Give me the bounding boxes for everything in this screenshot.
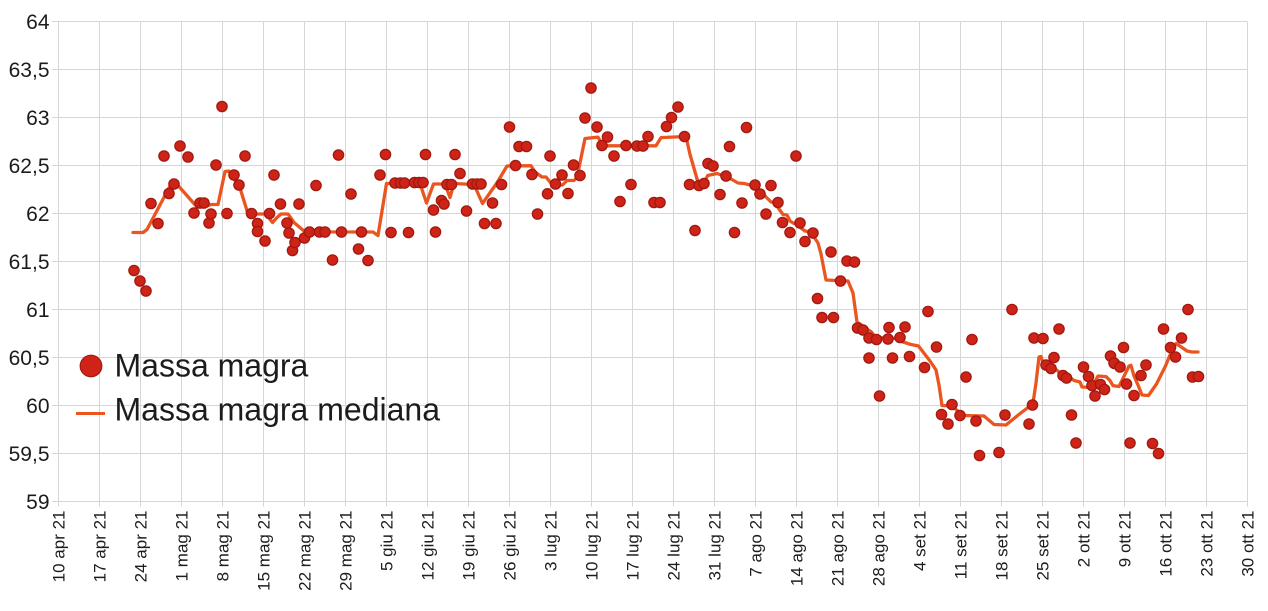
- svg-text:10 apr 21: 10 apr 21: [50, 511, 69, 583]
- svg-text:17 lug 21: 17 lug 21: [624, 511, 643, 581]
- svg-text:24 apr 21: 24 apr 21: [132, 511, 151, 583]
- svg-text:10 lug 21: 10 lug 21: [583, 511, 602, 581]
- svg-text:Massa magra: Massa magra: [115, 348, 309, 384]
- svg-text:2 ott 21: 2 ott 21: [1075, 511, 1094, 568]
- svg-text:11 set 21: 11 set 21: [952, 511, 971, 580]
- svg-text:61,5: 61,5: [9, 251, 50, 274]
- svg-text:61: 61: [26, 299, 49, 322]
- svg-text:4 set 21: 4 set 21: [911, 511, 930, 572]
- svg-text:3 lug 21: 3 lug 21: [542, 511, 561, 572]
- svg-text:63,5: 63,5: [9, 59, 50, 82]
- svg-text:19 giu 21: 19 giu 21: [460, 511, 479, 581]
- svg-text:17 apr 21: 17 apr 21: [91, 511, 110, 583]
- svg-text:12 giu 21: 12 giu 21: [419, 511, 438, 581]
- svg-text:14 ago 21: 14 ago 21: [788, 511, 807, 587]
- svg-text:5 giu 21: 5 giu 21: [378, 511, 397, 572]
- svg-text:21 ago 21: 21 ago 21: [829, 511, 848, 587]
- svg-text:64: 64: [26, 11, 50, 34]
- svg-text:60,5: 60,5: [9, 347, 50, 370]
- svg-text:62: 62: [26, 203, 49, 226]
- svg-text:8 mag 21: 8 mag 21: [214, 511, 233, 582]
- svg-text:59,5: 59,5: [9, 443, 50, 466]
- svg-text:9 ott 21: 9 ott 21: [1116, 511, 1135, 568]
- svg-text:1 mag 21: 1 mag 21: [173, 511, 192, 582]
- svg-text:26 giu 21: 26 giu 21: [501, 511, 520, 581]
- svg-text:18 set 21: 18 set 21: [993, 511, 1012, 581]
- svg-text:28 ago 21: 28 ago 21: [870, 511, 889, 587]
- svg-text:30 ott 21: 30 ott 21: [1239, 511, 1258, 577]
- svg-text:31 lug 21: 31 lug 21: [706, 511, 725, 581]
- svg-text:Massa magra mediana: Massa magra mediana: [115, 392, 441, 428]
- svg-text:29 mag 21: 29 mag 21: [337, 511, 356, 591]
- svg-text:16 ott 21: 16 ott 21: [1157, 511, 1176, 577]
- svg-text:7 ago 21: 7 ago 21: [747, 511, 766, 577]
- svg-text:60: 60: [26, 395, 49, 418]
- svg-text:24 lug 21: 24 lug 21: [665, 511, 684, 581]
- svg-text:62,5: 62,5: [9, 155, 50, 178]
- svg-text:15 mag 21: 15 mag 21: [255, 511, 274, 591]
- svg-text:63: 63: [26, 107, 49, 130]
- svg-text:22 mag 21: 22 mag 21: [296, 511, 315, 591]
- svg-text:59: 59: [26, 491, 49, 514]
- svg-text:23 ott 21: 23 ott 21: [1198, 511, 1217, 577]
- svg-text:25 set 21: 25 set 21: [1034, 511, 1053, 581]
